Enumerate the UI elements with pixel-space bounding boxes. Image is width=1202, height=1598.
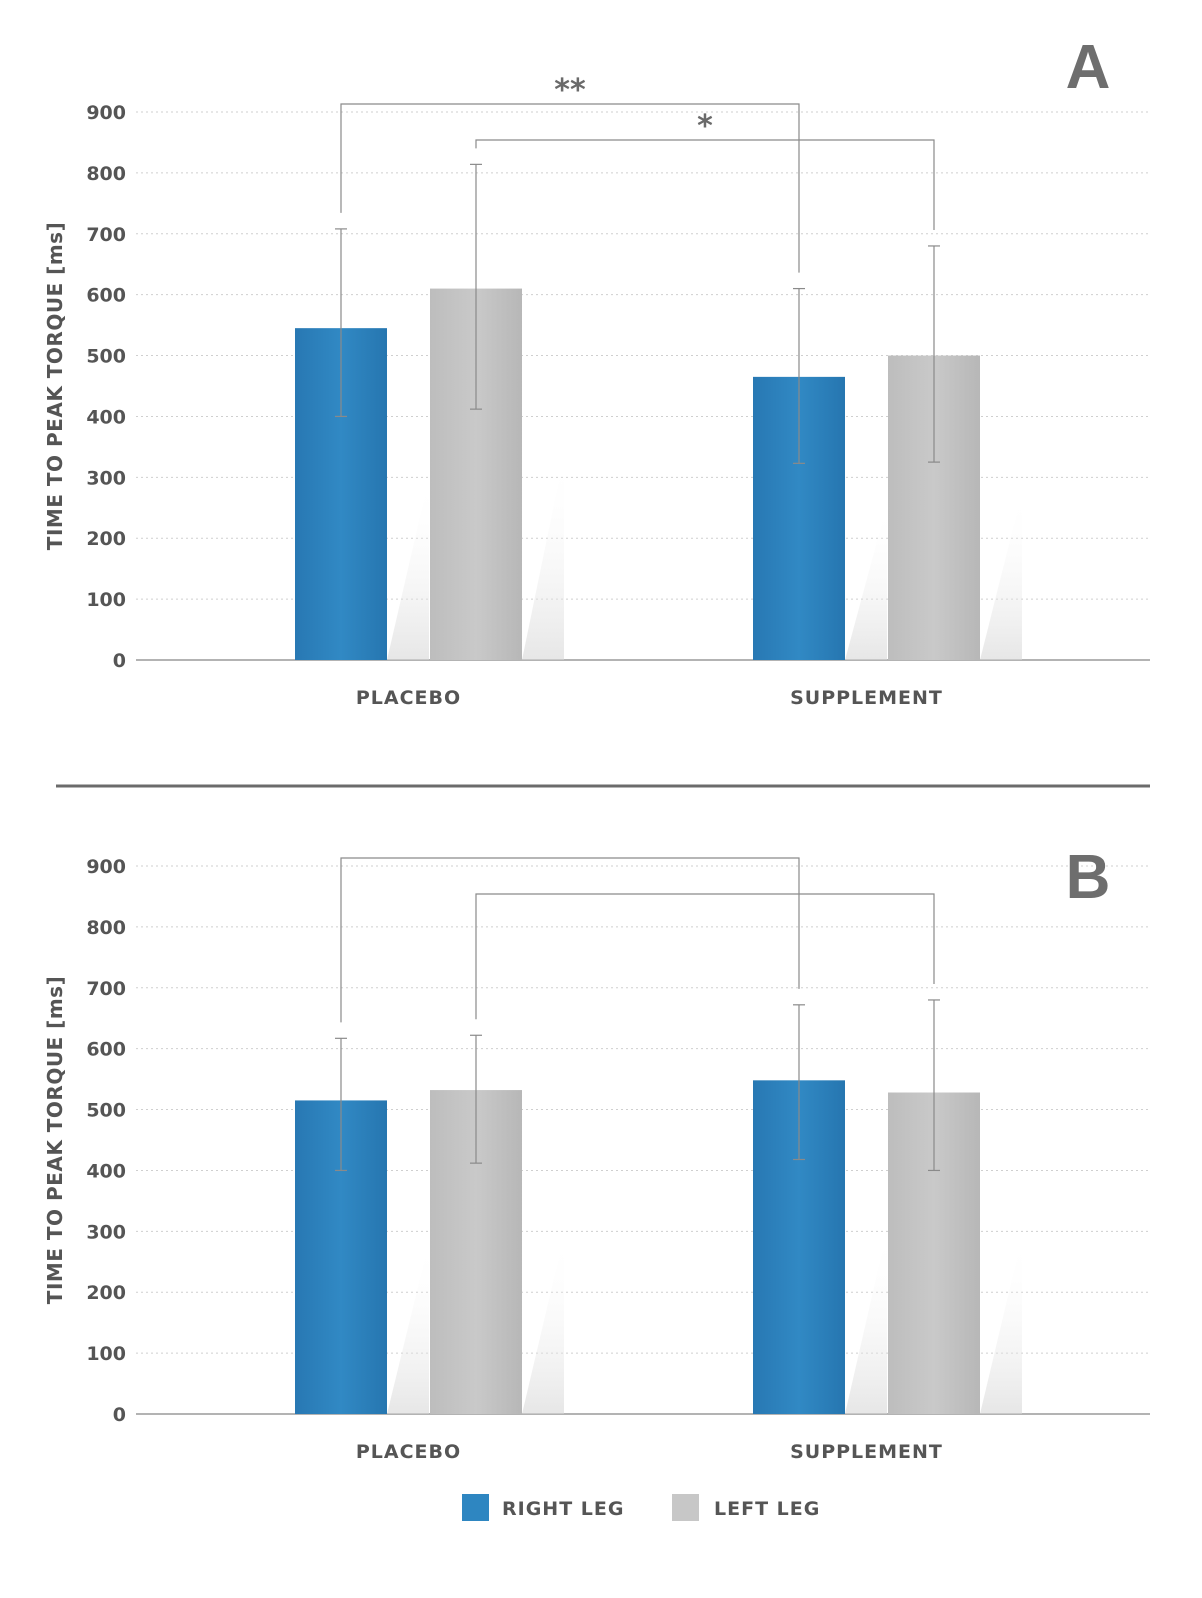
y-tick-label: 900 xyxy=(86,102,126,124)
y-tick-label: 500 xyxy=(86,1100,126,1122)
significance-bracket xyxy=(475,893,935,1020)
y-tick-label: 0 xyxy=(113,650,126,672)
legend-swatch-left-leg xyxy=(672,1494,699,1521)
y-tick-label: 0 xyxy=(113,1404,126,1426)
significance-bracket xyxy=(340,857,800,1023)
y-tick-label: 800 xyxy=(86,917,126,939)
bar-shadow xyxy=(980,492,1022,660)
y-tick-label: 100 xyxy=(86,1343,126,1365)
category-label: SUPPLEMENT xyxy=(790,1441,943,1463)
y-tick-label: 800 xyxy=(86,163,126,185)
legend-swatch-right-leg xyxy=(462,1494,489,1521)
bar-shadow xyxy=(387,1241,429,1414)
y-tick-label: 700 xyxy=(86,224,126,246)
bar-shadow xyxy=(980,1237,1022,1414)
category-label: PLACEBO xyxy=(356,1441,461,1463)
y-tick-label: 900 xyxy=(86,856,126,878)
legend-label: LEFT LEG xyxy=(714,1498,820,1520)
legend: RIGHT LEG LEFT LEG xyxy=(462,1494,820,1521)
category-label: PLACEBO xyxy=(356,687,461,709)
y-tick-label: 500 xyxy=(86,346,126,368)
panel-label: B xyxy=(1066,843,1111,912)
y-tick-label: 100 xyxy=(86,589,126,611)
bar-shadow xyxy=(522,1235,564,1414)
y-tick-label: 300 xyxy=(86,1221,126,1243)
panel-b: 0 100 200 300 400 500 600 700 800 900 TIME TO PEAK… xyxy=(43,843,1150,1463)
significance-label: * xyxy=(697,109,713,144)
y-axis-label: TIME TO PEAK TORQUE [ms] xyxy=(43,222,67,550)
bar-shadow xyxy=(845,1230,887,1414)
panel-label: A xyxy=(1066,33,1111,102)
y-tick-label: 400 xyxy=(86,1160,126,1182)
legend-label: RIGHT LEG xyxy=(502,1498,624,1520)
significance-bracket xyxy=(340,103,800,273)
significance-label: ** xyxy=(554,73,586,108)
y-tick-label: 300 xyxy=(86,467,126,489)
bar-shadow xyxy=(522,455,564,660)
panel-a: 0 100 200 300 400 500 600 700 800 900 TIME TO PEAK… xyxy=(43,33,1150,709)
bar-shadow xyxy=(845,504,887,660)
y-tick-label: 400 xyxy=(86,406,126,428)
y-tick-label: 600 xyxy=(86,285,126,307)
y-tick-label: 600 xyxy=(86,1039,126,1061)
category-label: SUPPLEMENT xyxy=(790,687,943,709)
significance-bracket xyxy=(475,139,935,230)
y-tick-label: 700 xyxy=(86,978,126,1000)
y-tick-label: 200 xyxy=(86,528,126,550)
y-tick-label: 200 xyxy=(86,1282,126,1304)
y-axis-label: TIME TO PEAK TORQUE [ms] xyxy=(43,976,67,1304)
bar-shadow xyxy=(387,477,429,660)
